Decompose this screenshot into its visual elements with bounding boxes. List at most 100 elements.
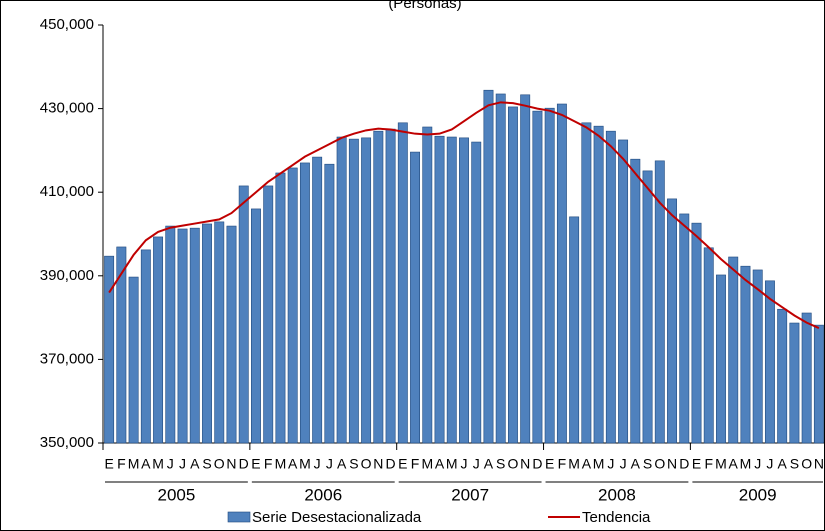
- bar: [532, 110, 543, 444]
- year-label: 2009: [739, 485, 777, 504]
- x-tick-label: A: [631, 456, 641, 472]
- year-label: 2007: [451, 485, 489, 504]
- bar: [752, 269, 763, 444]
- x-tick-label: J: [607, 456, 614, 472]
- x-tick-label: M: [593, 456, 605, 472]
- bar: [495, 93, 506, 444]
- year-label: 2005: [158, 485, 196, 504]
- x-tick-label: A: [337, 456, 347, 472]
- bar: [177, 228, 188, 444]
- bar: [153, 236, 164, 444]
- x-tick-label: S: [202, 456, 211, 472]
- bar: [764, 280, 775, 444]
- x-tick-label: M: [446, 456, 458, 472]
- x-tick-label: M: [740, 456, 752, 472]
- bar: [226, 225, 237, 444]
- bar: [299, 162, 310, 444]
- bar: [385, 128, 396, 444]
- bar: [740, 265, 751, 444]
- x-tick-label: J: [620, 456, 627, 472]
- bar: [140, 249, 151, 444]
- x-tick-label: D: [239, 456, 249, 472]
- x-tick-label: F: [117, 456, 126, 472]
- y-tick-label: 450,000: [40, 16, 94, 33]
- x-tick-label: O: [654, 456, 665, 472]
- bar: [789, 322, 800, 444]
- bar: [275, 172, 286, 444]
- x-tick-label: A: [288, 456, 298, 472]
- y-tick-label: 390,000: [40, 267, 94, 284]
- bar: [483, 89, 494, 444]
- bar: [654, 160, 665, 444]
- x-tick-label: A: [190, 456, 200, 472]
- bar: [263, 185, 274, 444]
- x-tick-label: E: [545, 456, 554, 472]
- bar: [361, 137, 372, 444]
- bar: [397, 122, 408, 444]
- x-tick-label: O: [214, 456, 225, 472]
- bar: [630, 158, 641, 444]
- x-tick-label: F: [704, 456, 713, 472]
- x-tick-label: M: [568, 456, 580, 472]
- bar: [287, 167, 298, 444]
- x-tick-label: S: [790, 456, 799, 472]
- x-tick-label: M: [299, 456, 311, 472]
- bar: [813, 324, 824, 444]
- x-tick-label: N: [667, 456, 677, 472]
- bar: [679, 213, 690, 444]
- x-tick-label: M: [152, 456, 164, 472]
- bar: [251, 208, 261, 444]
- year-label: 2006: [304, 485, 342, 504]
- bar: [777, 308, 788, 444]
- legend-label: Tendencia: [582, 509, 651, 526]
- x-tick-label: A: [777, 456, 787, 472]
- bar: [728, 256, 739, 444]
- legend-swatch: [227, 511, 251, 523]
- year-label: 2008: [598, 485, 636, 504]
- x-tick-label: M: [715, 456, 727, 472]
- x-tick-label: F: [264, 456, 273, 472]
- bar: [189, 227, 200, 444]
- chart-title: (Personas): [388, 0, 461, 12]
- x-tick-label: O: [361, 456, 372, 472]
- bar: [202, 223, 212, 444]
- bar: [556, 103, 567, 444]
- x-tick-label: E: [692, 456, 701, 472]
- bar: [128, 276, 139, 444]
- bar: [618, 139, 629, 444]
- legend-label: Serie Desestacionalizada: [252, 509, 422, 526]
- y-tick-label: 430,000: [40, 100, 94, 117]
- x-tick-label: J: [326, 456, 333, 472]
- bar: [104, 255, 115, 444]
- bar: [373, 130, 384, 444]
- x-tick-label: M: [421, 456, 433, 472]
- trend-line: [108, 101, 820, 329]
- bar: [642, 170, 653, 444]
- bar: [422, 126, 433, 444]
- y-tick-label: 370,000: [40, 350, 94, 367]
- bar: [544, 107, 555, 444]
- x-tick-label: N: [373, 456, 383, 472]
- x-tick-label: F: [411, 456, 420, 472]
- bar: [165, 225, 176, 444]
- bar: [116, 246, 127, 444]
- bar: [520, 94, 531, 444]
- bar: [434, 135, 445, 444]
- x-tick-label: E: [398, 456, 407, 472]
- bar: [507, 106, 518, 444]
- x-tick-label: J: [179, 456, 186, 472]
- bar: [605, 130, 616, 444]
- x-tick-label: S: [496, 456, 505, 472]
- x-tick-label: J: [754, 456, 761, 472]
- x-tick-label: J: [167, 456, 174, 472]
- x-tick-label: A: [582, 456, 592, 472]
- x-tick-label: F: [558, 456, 567, 472]
- x-tick-label: J: [766, 456, 773, 472]
- bar: [801, 312, 812, 444]
- x-tick-label: M: [275, 456, 287, 472]
- x-tick-label: S: [349, 456, 358, 472]
- bar: [581, 122, 592, 444]
- x-tick-label: A: [729, 456, 739, 472]
- x-tick-label: J: [473, 456, 480, 472]
- x-tick-label: J: [461, 456, 468, 472]
